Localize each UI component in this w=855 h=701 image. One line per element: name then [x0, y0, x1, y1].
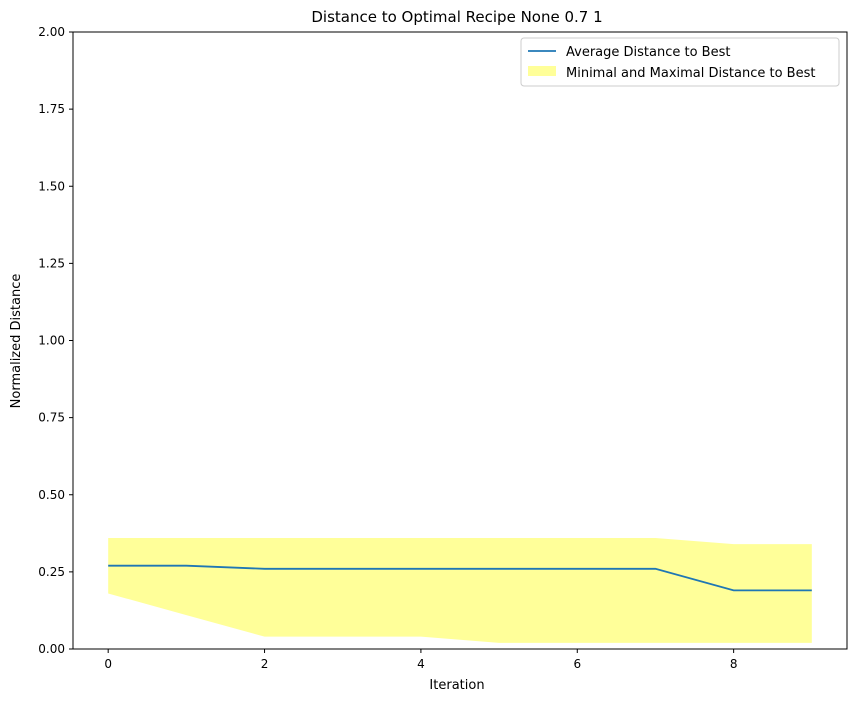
y-tick-label: 1.00 — [38, 334, 65, 348]
y-tick-label: 1.50 — [38, 179, 65, 193]
y-tick-label: 2.00 — [38, 25, 65, 39]
average-distance-line — [108, 564, 812, 592]
x-tick-label: 2 — [261, 657, 269, 671]
minmax-band — [108, 537, 812, 643]
line-layer — [108, 564, 812, 592]
y-tick-label: 0.50 — [38, 488, 65, 502]
legend-label-minmax: Minimal and Maximal Distance to Best — [566, 66, 815, 81]
band-layer — [108, 537, 812, 643]
y-tick-label: 0.25 — [38, 565, 65, 579]
x-tick-label: 8 — [730, 657, 738, 671]
y-axis-label: Normalized Distance — [9, 274, 24, 409]
chart-title: Distance to Optimal Recipe None 0.7 1 — [311, 8, 602, 26]
y-tick-label: 1.75 — [38, 102, 65, 116]
x-axis: 0 2 4 6 8 — [104, 649, 737, 671]
x-tick-label: 6 — [573, 657, 581, 671]
y-axis: 0.00 0.25 0.50 0.75 1.00 1.25 1.50 1.75 2.00 — [38, 25, 73, 656]
y-tick-label: 1.25 — [38, 256, 65, 270]
x-tick-label: 0 — [104, 657, 112, 671]
legend-band-swatch — [528, 66, 556, 76]
x-axis-label: Iteration — [429, 678, 484, 693]
legend: Average Distance to Best Minimal and Max… — [520, 37, 840, 87]
legend-box — [520, 37, 840, 87]
x-tick-label: 4 — [417, 657, 425, 671]
y-tick-label: 0.75 — [38, 411, 65, 425]
legend-label-average: Average Distance to Best — [566, 45, 730, 60]
y-tick-label: 0.00 — [38, 642, 65, 656]
